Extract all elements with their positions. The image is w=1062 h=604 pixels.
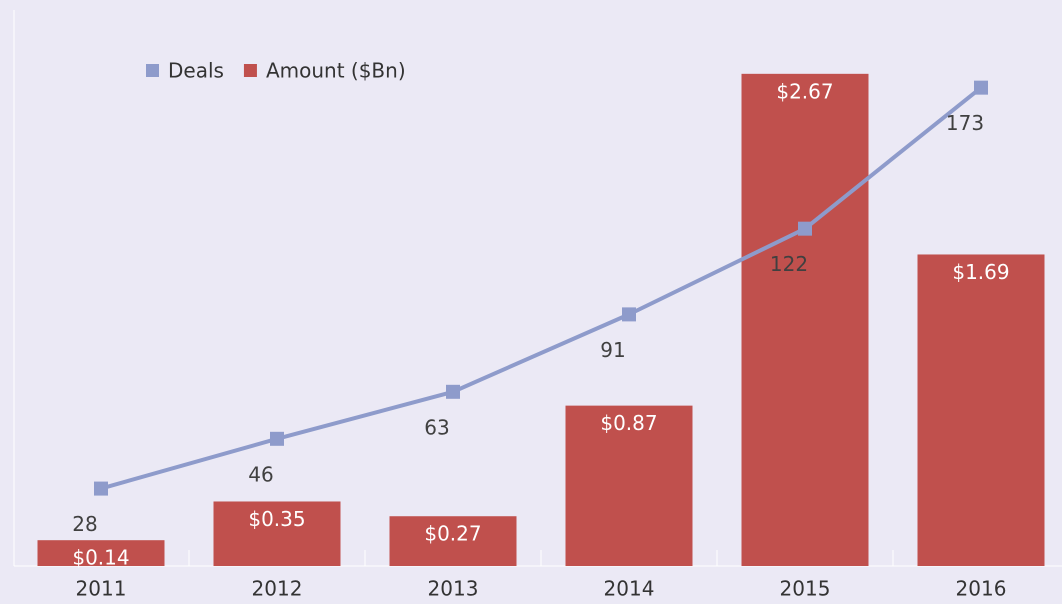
line-value-label: 28 [72, 512, 97, 536]
x-tick-label: 2013 [428, 577, 479, 601]
line-marker [270, 431, 284, 446]
line-marker [94, 481, 108, 496]
x-tick-label: 2012 [252, 577, 303, 601]
deals-line [100, 86, 983, 491]
bar [917, 254, 1045, 566]
bar [389, 516, 517, 566]
line-value-label: 173 [946, 111, 984, 135]
bar-value-label: $1.69 [952, 260, 1009, 284]
bar-value-label: $2.67 [776, 79, 833, 103]
line-value-label: 91 [600, 338, 625, 362]
line-value-label: 122 [770, 252, 808, 276]
line-marker [974, 80, 988, 95]
line-marker [798, 221, 812, 236]
bar [213, 501, 341, 566]
line-value-label: 46 [248, 462, 273, 486]
legend-label: Deals [168, 59, 224, 83]
bar [741, 73, 869, 566]
line-marker [446, 384, 460, 399]
x-tick-label: 2011 [76, 577, 127, 601]
bar-value-label: $0.27 [424, 522, 481, 546]
bar [37, 540, 165, 566]
legend-swatch [146, 64, 159, 77]
bar-value-label: $0.87 [600, 411, 657, 435]
bar [565, 405, 693, 566]
x-tick-label: 2016 [956, 577, 1007, 601]
line-value-label: 63 [424, 415, 449, 439]
bar-value-label: $0.35 [248, 507, 305, 531]
legend-swatch [243, 64, 257, 77]
legend-label: Amount ($Bn) [266, 59, 406, 83]
x-tick-label: 2015 [780, 577, 831, 601]
line-marker [622, 307, 636, 322]
bar-value-label: $0.14 [72, 546, 129, 570]
x-tick-label: 2014 [604, 577, 655, 601]
